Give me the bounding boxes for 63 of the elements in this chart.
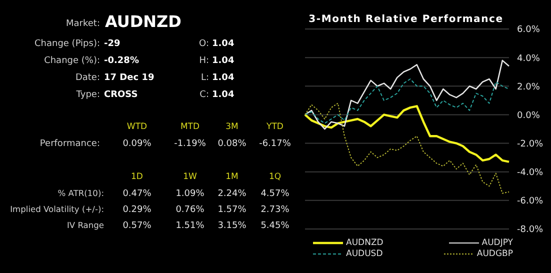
y-tick-label: -6.0% (517, 196, 544, 207)
text: C: (200, 90, 209, 100)
y-tick-label: 0.0% (517, 110, 540, 121)
text: 1.04 (212, 90, 234, 100)
text: Change (%): (44, 56, 100, 66)
text: 0.76% (176, 205, 205, 215)
text: CROSS (104, 90, 138, 100)
y-tick-label: 6.0% (517, 25, 540, 36)
text: 1.51% (176, 221, 205, 231)
text: IV Range (66, 220, 104, 230)
y-tick-label: -8.0% (517, 225, 544, 236)
text: -0.28% (104, 56, 139, 66)
text: Change (Pips): (34, 39, 100, 49)
text: Date: (75, 73, 100, 83)
text: 0.57% (122, 221, 152, 231)
text: Market: (66, 19, 100, 29)
chart-title: 3-Month Relative Performance (308, 14, 504, 25)
y-tick-label: 4.0% (517, 54, 540, 64)
text: 2.24% (218, 189, 247, 199)
text: 2.73% (260, 205, 290, 215)
text: 1.57% (218, 205, 247, 215)
text: % ATR(10): (58, 188, 104, 198)
text: AUDNZD (105, 12, 182, 31)
line-series (304, 105, 510, 163)
y-tick-label: -2.0% (517, 139, 544, 150)
text: -6.17% (259, 139, 292, 149)
text: 0.08% (218, 139, 247, 149)
y-tick-label: 2.0% (517, 82, 540, 92)
text: 0.29% (122, 205, 152, 215)
legend-label: AUDGBP (476, 249, 513, 259)
text: 1W (183, 172, 198, 182)
text: L: (200, 73, 209, 83)
text: 1M (226, 172, 238, 182)
text: 3M (226, 122, 238, 132)
text: 0.47% (122, 189, 152, 199)
text: 1D (131, 172, 144, 182)
legend-label: AUDJPY (482, 238, 513, 248)
text: 17 Dec 19 (104, 73, 154, 83)
text: Implied Volatility (+/-): (10, 204, 104, 214)
text: MTD (180, 122, 200, 132)
text: 1.09% (176, 189, 205, 199)
text: O: (199, 39, 209, 49)
text: 0.09% (122, 139, 152, 149)
text: 3.15% (218, 221, 247, 231)
text: -1.19% (174, 139, 206, 149)
legend-label: AUDNZD (346, 238, 384, 248)
line-series (304, 78, 510, 124)
text: 1Q (268, 172, 282, 182)
text: 4.57% (260, 189, 290, 199)
line-series (304, 102, 510, 194)
text: Type: (75, 90, 100, 100)
line-series (304, 60, 510, 130)
text: -29 (104, 39, 120, 49)
text: 5.45% (260, 221, 290, 231)
text: YTD (266, 122, 284, 132)
y-tick-label: -4.0% (517, 168, 544, 178)
text: H: (199, 56, 209, 66)
text: 1.04 (212, 39, 234, 49)
text: 1.04 (212, 73, 234, 83)
text: WTD (126, 122, 148, 132)
legend-label: AUDUSD (346, 249, 383, 259)
text: Performance: (40, 139, 100, 149)
text: 1.04 (212, 56, 234, 66)
